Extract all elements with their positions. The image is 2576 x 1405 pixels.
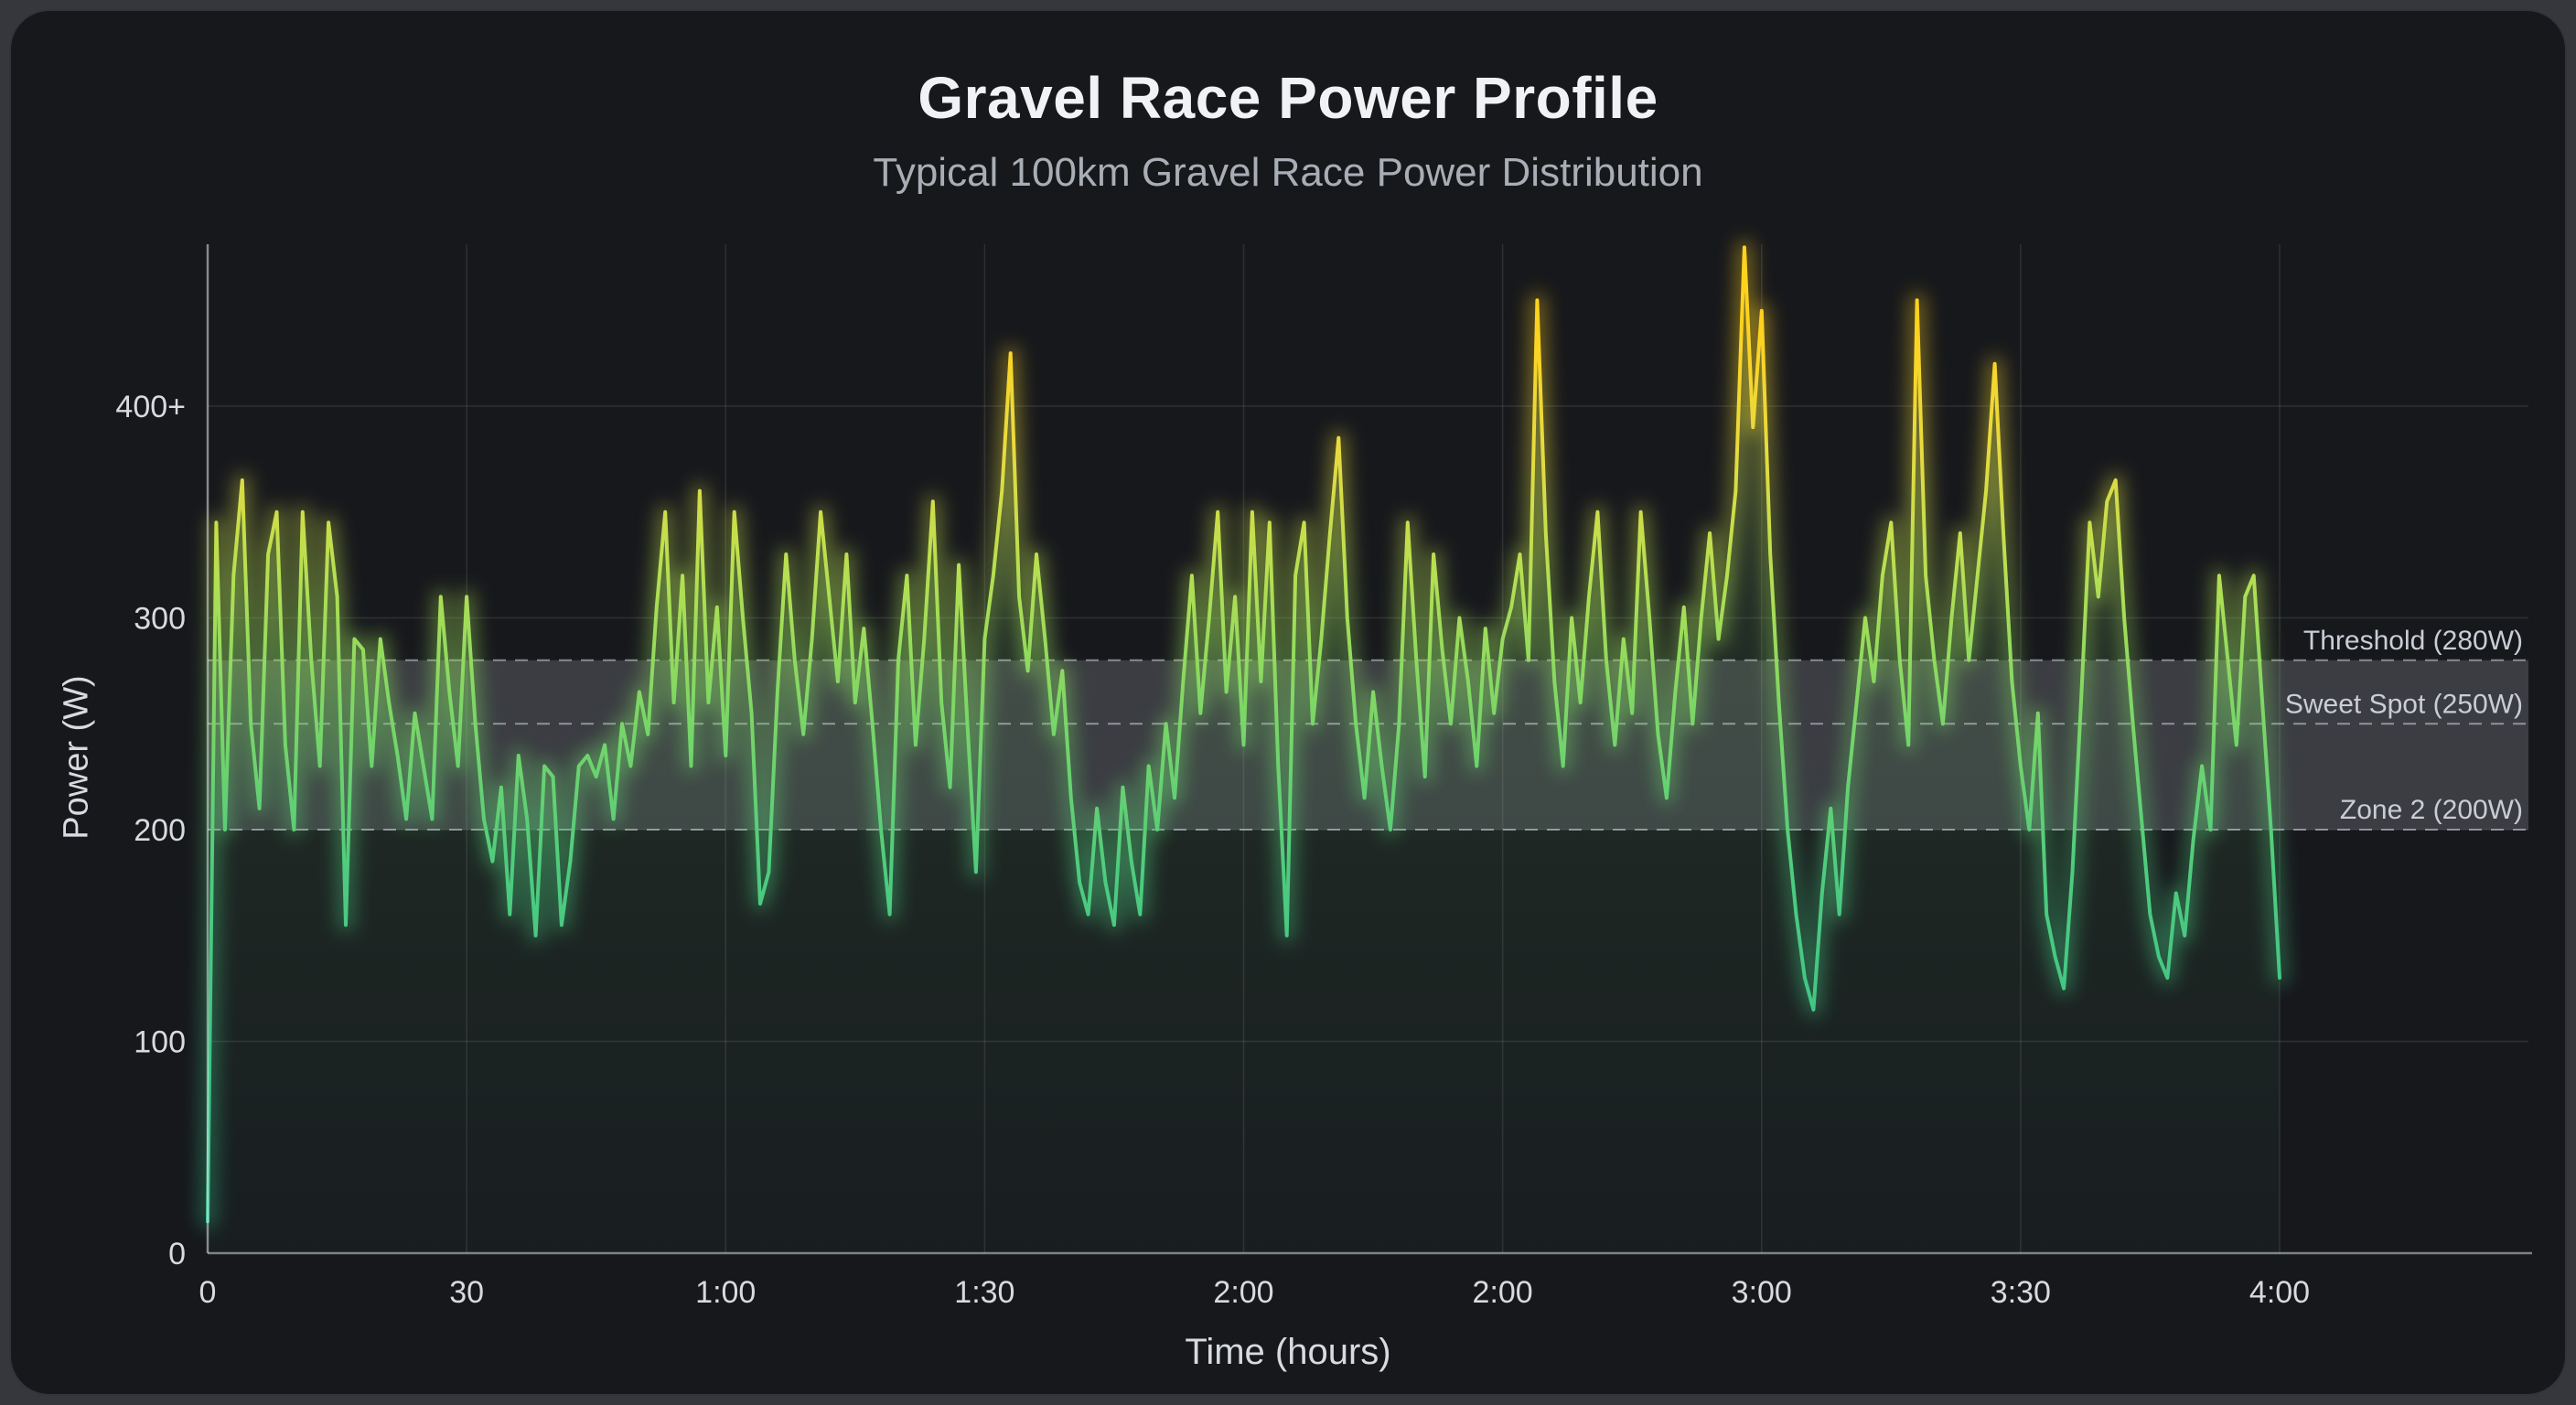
zone-label: Sweet Spot (250W) [2285, 689, 2523, 719]
x-tick-label: 2:00 [1213, 1275, 1273, 1310]
power-line [206, 245, 2281, 1224]
y-tick-labels: 0 100 200 300 400+ [115, 390, 186, 1271]
zone-label: Threshold (280W) [2303, 626, 2523, 656]
chart-title: Gravel Race Power Profile [918, 65, 1658, 131]
y-axis-title: Power (W) [57, 675, 96, 840]
axes [206, 244, 2532, 1255]
x-tick-label: 1:00 [695, 1275, 756, 1310]
x-tick-label: 3:30 [1991, 1275, 2051, 1310]
zone-label: Zone 2 (200W) [2340, 795, 2523, 825]
x-tick-label: 0 [199, 1275, 217, 1310]
chart-subtitle: Typical 100km Gravel Race Power Distribu… [873, 150, 1703, 195]
y-tick-label: 400+ [115, 390, 186, 424]
y-tick-label: 100 [134, 1025, 186, 1060]
x-tick-label: 1:30 [954, 1275, 1014, 1310]
power-chart: 0 30 1:00 1:30 2:00 2:00 3:00 3:30 4:00 0 100 200 30… [115, 240, 2532, 1310]
x-tick-label: 30 [449, 1275, 484, 1310]
y-tick-label: 0 [168, 1237, 186, 1271]
y-tick-label: 300 [134, 602, 186, 637]
x-tick-label: 3:00 [1732, 1275, 1792, 1310]
y-tick-label: 200 [134, 813, 186, 848]
x-tick-label: 4:00 [2249, 1275, 2310, 1310]
x-axis-title: Time (hours) [1185, 1332, 1391, 1372]
x-tick-labels: 0 30 1:00 1:30 2:00 2:00 3:00 3:30 4:00 [199, 1275, 2311, 1310]
chart-card: Gravel Race Power Profile Typical 100km … [9, 9, 2567, 1396]
x-tick-label: 2:00 [1473, 1275, 1533, 1310]
zone-labels: Threshold (280W) Sweet Spot (250W) Zone 2 … [2285, 626, 2523, 825]
